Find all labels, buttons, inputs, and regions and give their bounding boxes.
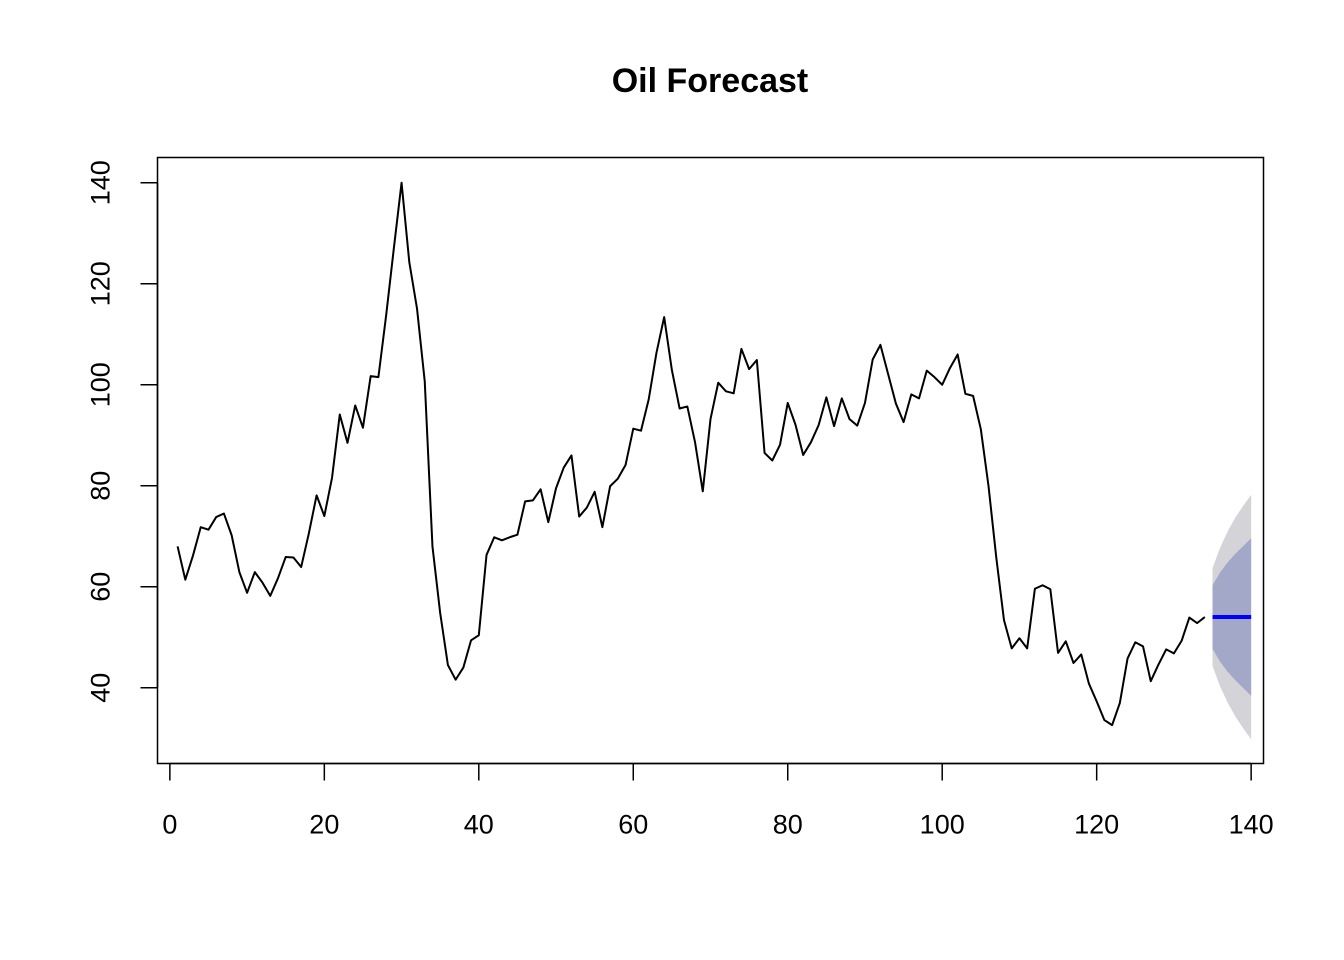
observed-series-line bbox=[176, 181, 1206, 727]
y-tick-label: 100 bbox=[86, 362, 116, 407]
x-axis: 0 20 40 60 80 100 120 140 bbox=[162, 762, 1274, 840]
x-tick-label: 20 bbox=[309, 810, 339, 840]
y-tick-label: 60 bbox=[86, 572, 116, 602]
series-lines bbox=[176, 181, 1252, 727]
chart-title: Oil Forecast bbox=[612, 62, 809, 100]
x-tick-label: 120 bbox=[1074, 810, 1119, 840]
y-tick-label: 120 bbox=[86, 261, 116, 306]
x-tick-label: 0 bbox=[162, 810, 177, 840]
x-tick-label: 140 bbox=[1229, 810, 1274, 840]
plot-frame bbox=[156, 156, 1265, 765]
y-axis: 40 60 80 100 120 140 bbox=[86, 160, 159, 703]
x-tick-label: 60 bbox=[618, 810, 648, 840]
x-tick-label: 80 bbox=[773, 810, 803, 840]
y-tick-label: 80 bbox=[86, 471, 116, 501]
x-tick-label: 40 bbox=[464, 810, 494, 840]
y-tick-label: 40 bbox=[86, 673, 116, 703]
y-tick-label: 140 bbox=[86, 160, 116, 205]
x-tick-label: 100 bbox=[920, 810, 965, 840]
